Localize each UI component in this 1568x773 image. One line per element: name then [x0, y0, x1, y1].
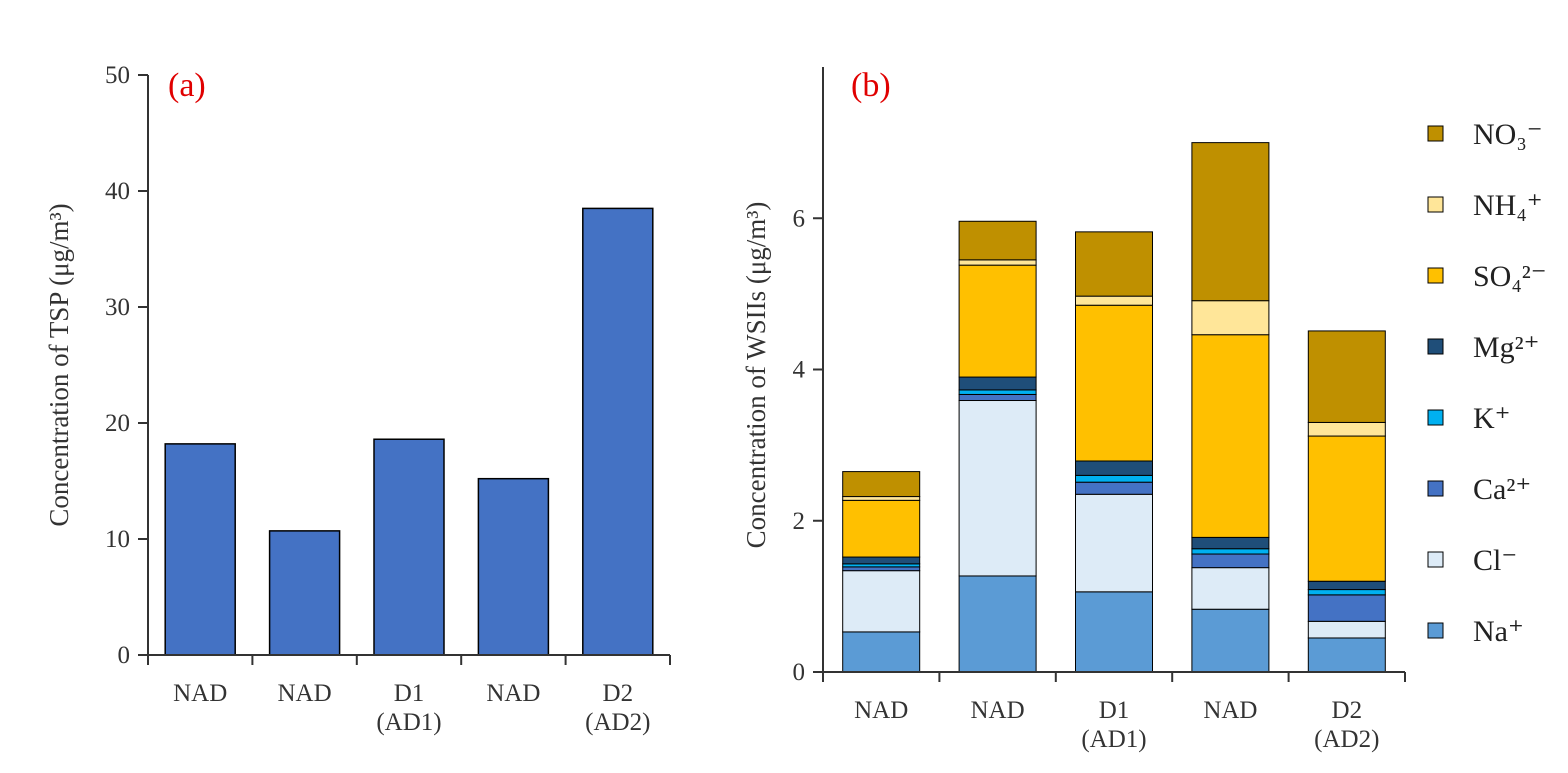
legend-label: Mg²⁺	[1473, 331, 1540, 364]
legend-label: Cl⁻	[1473, 544, 1517, 577]
stacked-bar-segment	[958, 393, 1037, 402]
legend-swatch	[1427, 480, 1444, 497]
stacked-bar-segment	[1075, 591, 1153, 673]
y-tick-label: 30	[105, 294, 130, 321]
stacked-bar-segment	[1075, 481, 1153, 495]
stacked-bar-segment	[842, 631, 921, 673]
x-tick-label: D1	[394, 680, 425, 707]
stacked-bar-segment	[958, 575, 1037, 673]
panel-a-axes: 0 10 20 30 40 50 NAD NAD D1(AD1) NAD D2(AD2)	[105, 62, 671, 736]
stacked-bar-segment	[1307, 435, 1386, 582]
x-tick-label: (AD2)	[585, 709, 650, 736]
stacked-bar-segment	[1191, 553, 1270, 569]
legend-swatch	[1427, 196, 1444, 213]
stacked-bar-segment	[1191, 536, 1270, 550]
legend-label: K⁺	[1473, 402, 1511, 435]
stacked-bar-segment	[1191, 300, 1270, 336]
x-tick-label: NAD	[278, 680, 332, 707]
stacked-bar-segment	[1191, 608, 1270, 673]
stacked-bar-segment	[842, 556, 921, 565]
y-tick-label: 40	[105, 178, 130, 205]
legend-label: NH₄⁺	[1473, 189, 1543, 222]
x-tick-label: (AD1)	[1081, 726, 1146, 753]
stacked-bar-segment	[1191, 142, 1270, 302]
panel-b-bars	[842, 142, 1386, 673]
y-tick-label: 0	[118, 642, 131, 669]
stacked-bar-segment	[1307, 637, 1386, 673]
stacked-bar-segment	[1191, 548, 1270, 555]
x-tick-label: D1	[1099, 697, 1130, 724]
y-tick-label: 20	[105, 410, 130, 437]
stacked-bar-segment	[958, 259, 1037, 266]
x-tick-label: (AD1)	[376, 709, 441, 736]
stacked-bar-segment	[842, 496, 921, 501]
bar	[582, 207, 654, 656]
bar	[268, 530, 341, 656]
y-tick-label: 2	[793, 508, 806, 535]
y-tick-label: 6	[793, 205, 806, 232]
stacked-bar-segment	[842, 570, 921, 633]
y-tick-label: 0	[793, 659, 806, 686]
stacked-bar-segment	[1307, 594, 1386, 622]
x-tick-label: NAD	[1203, 697, 1257, 724]
x-tick-label: D2	[1332, 697, 1363, 724]
stacked-bar-segment	[1075, 460, 1153, 476]
stacked-bar-segment	[1075, 474, 1153, 483]
legend-label: Ca²⁺	[1473, 473, 1531, 506]
panel-a: 0 10 20 30 40 50 NAD NAD D1(AD1) NAD D2(AD2) (a) C…	[44, 62, 671, 736]
x-tick-label: (AD2)	[1314, 726, 1379, 753]
panel-a-label: (a)	[168, 67, 206, 104]
stacked-bar-segment	[1075, 231, 1153, 297]
panel-a-bars	[164, 207, 654, 656]
y-tick-label: 4	[793, 357, 806, 384]
legend-swatch	[1427, 267, 1444, 284]
stacked-bar-segment	[958, 264, 1037, 378]
stacked-bar-segment	[1075, 493, 1153, 593]
x-tick-label: NAD	[971, 697, 1025, 724]
stacked-bar-segment	[842, 471, 921, 498]
stacked-bar-segment	[958, 400, 1037, 577]
bar	[164, 443, 236, 656]
x-tick-label: NAD	[173, 680, 227, 707]
stacked-bar-segment	[958, 376, 1037, 391]
stacked-bar-segment	[1307, 620, 1386, 639]
panel-b: 0 2 4 6 NAD NAD D1(AD1) NAD D2(AD2) (b) Concentr…	[741, 67, 1547, 753]
stacked-bar-segment	[1307, 580, 1386, 591]
panel-a-y-axis-label: Concentration of TSP (μg/m³)	[44, 203, 74, 526]
x-tick-label: NAD	[854, 697, 908, 724]
panel-b-y-axis-label: Concentration of WSIIs (μg/m³)	[741, 202, 771, 549]
stacked-bar-segment	[842, 566, 921, 572]
x-tick-label: NAD	[486, 680, 540, 707]
stacked-bar-segment	[1307, 330, 1386, 423]
legend-label: SO₄²⁻	[1473, 260, 1547, 293]
panel-b-legend: NO₃⁻ NH₄⁺ SO₄²⁻ Mg²⁺ K⁺ Ca²⁺ Cl⁻ Na⁺	[1427, 118, 1547, 648]
stacked-bar-segment	[1075, 295, 1153, 306]
bar	[373, 438, 445, 656]
stacked-bar-segment	[1191, 567, 1270, 610]
stacked-bar-segment	[1191, 334, 1270, 538]
y-tick-label: 50	[105, 62, 130, 89]
stacked-bar-segment	[1307, 421, 1386, 437]
legend-label: NO₃⁻	[1473, 118, 1543, 151]
legend-swatch	[1427, 551, 1444, 568]
legend-swatch	[1427, 409, 1444, 426]
y-tick-label: 10	[105, 526, 130, 553]
stacked-bar-segment	[1307, 589, 1386, 596]
panel-b-label: (b)	[851, 67, 891, 104]
legend-swatch	[1427, 125, 1444, 142]
x-tick-label: D2	[603, 680, 634, 707]
stacked-bar-segment	[1075, 304, 1153, 462]
stacked-bar-segment	[842, 499, 921, 558]
panel-b-axes: 0 2 4 6 NAD NAD D1(AD1) NAD D2(AD2)	[793, 67, 1406, 753]
bar	[477, 477, 550, 656]
stacked-bar-segment	[958, 220, 1037, 261]
legend-swatch	[1427, 622, 1444, 639]
legend-label: Na⁺	[1473, 615, 1524, 648]
stacked-bar-segment	[958, 389, 1037, 395]
legend-swatch	[1427, 338, 1444, 355]
